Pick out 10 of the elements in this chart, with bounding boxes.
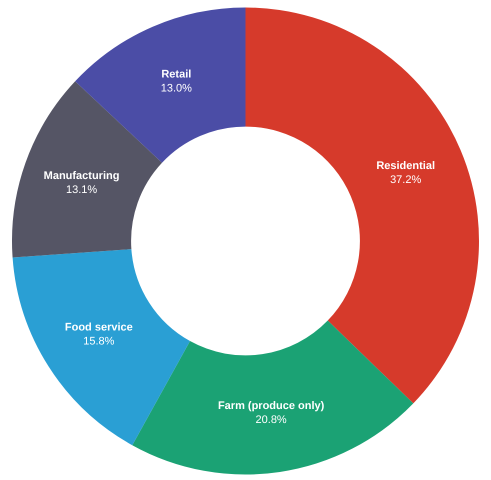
data-label: 15.8% <box>83 336 115 348</box>
slice-label: Food service <box>64 322 133 334</box>
slice-label: Manufacturing <box>44 170 120 182</box>
slice-label: Residential <box>376 160 436 172</box>
data-label: 13.0% <box>160 82 192 94</box>
slice-label: Retail <box>161 68 192 80</box>
slice-label: Farm (produce only) <box>218 400 325 412</box>
data-label: 37.2% <box>390 174 422 186</box>
data-label: 20.8% <box>256 414 287 426</box>
data-label: 13.1% <box>66 184 98 196</box>
